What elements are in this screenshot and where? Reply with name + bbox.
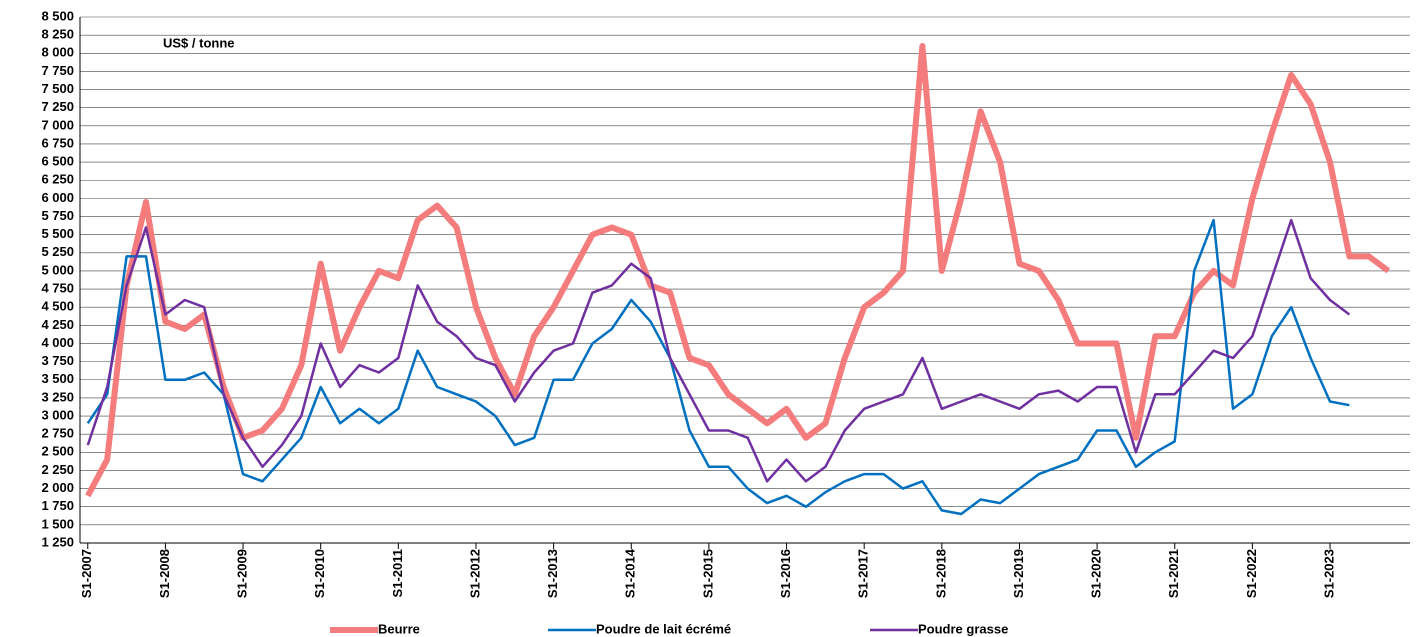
y-tick-label: 5 750: [41, 208, 74, 223]
y-tick-label: 7 250: [41, 99, 74, 114]
y-tick-label: 4 750: [41, 281, 74, 296]
y-tick-label: 3 500: [41, 371, 74, 386]
y-tick-label: 8 500: [41, 8, 74, 23]
y-tick-label: 5 250: [41, 244, 74, 259]
x-tick-label: S1-2013: [545, 549, 560, 598]
y-tick-label: 3 000: [41, 407, 74, 422]
y-tick-label: 2 000: [41, 480, 74, 495]
y-tick-label: 8 000: [41, 45, 74, 60]
y-tick-label: 2 500: [41, 444, 74, 459]
y-tick-label: 7 500: [41, 81, 74, 96]
series-line: [85, 43, 1391, 498]
unit-annotation: US$ / tonne: [163, 35, 235, 50]
y-tick-label: 7 750: [41, 63, 74, 78]
y-tick-label: 3 250: [41, 389, 74, 404]
y-tick-label: 6 500: [41, 154, 74, 169]
y-tick-label: 6 250: [41, 172, 74, 187]
legend-label: Poudre de lait écrémé: [596, 621, 731, 636]
x-tick-label: S1-2015: [700, 549, 715, 598]
y-tick-label: 7 000: [41, 117, 74, 132]
y-tick-label: 4 000: [41, 335, 74, 350]
legend-label: Beurre: [378, 621, 420, 636]
x-tick-label: S1-2021: [1166, 549, 1181, 598]
x-tick-label: S1-2022: [1244, 549, 1259, 598]
x-tick-label: S1-2009: [234, 549, 249, 598]
x-tick-label: S1-2023: [1321, 549, 1336, 598]
y-tick-label: 4 500: [41, 299, 74, 314]
y-tick-label: 3 750: [41, 353, 74, 368]
x-tick-label: S1-2020: [1089, 549, 1104, 598]
y-tick-label: 8 250: [41, 27, 74, 42]
series-line: [86, 218, 1350, 516]
x-tick-label: S1-2011: [390, 549, 405, 597]
y-tick-label: 5 500: [41, 226, 74, 241]
y-tick-label: 4 250: [41, 317, 74, 332]
y-tick-label: 1 500: [41, 516, 74, 531]
x-tick-label: S1-2010: [312, 549, 327, 598]
y-tick-label: 6 000: [41, 190, 74, 205]
x-tick-label: S1-2012: [467, 549, 482, 598]
x-tick-label: S1-2008: [157, 549, 172, 598]
y-tick-label: 2 250: [41, 462, 74, 477]
y-tick-label: 6 750: [41, 135, 74, 150]
x-tick-label: S1-2007: [79, 549, 94, 598]
y-tick-label: 1 250: [41, 534, 74, 549]
y-tick-label: 5 000: [41, 262, 74, 277]
y-tick-label: 1 750: [41, 498, 74, 513]
legend-label: Poudre grasse: [918, 621, 1008, 636]
x-tick-label: S1-2017: [856, 549, 871, 598]
x-tick-label: S1-2016: [778, 549, 793, 598]
y-tick-label: 2 750: [41, 426, 74, 441]
series-line: [86, 218, 1351, 483]
x-tick-label: S1-2014: [623, 548, 638, 598]
x-tick-label: S1-2019: [1011, 549, 1026, 598]
x-tick-label: S1-2018: [933, 549, 948, 598]
